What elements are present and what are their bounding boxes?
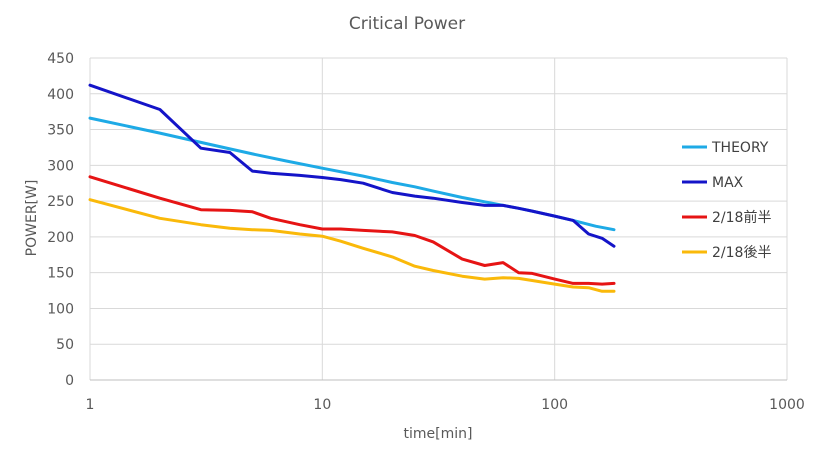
series-lines	[88, 83, 616, 293]
y-tick-label: 400	[47, 87, 74, 103]
grid	[89, 57, 788, 381]
legend: THEORY MAX 2/18前半 2/18後半	[682, 140, 771, 261]
chart-title: Critical Power	[349, 14, 465, 34]
legend-label: MAX	[712, 175, 744, 191]
y-tick-label: 100	[47, 301, 74, 317]
y-tick-label: 450	[47, 51, 74, 67]
x-tick-label: 1	[86, 397, 95, 413]
series-line-2	[88, 175, 616, 286]
x-axis-label: time[min]	[404, 426, 473, 442]
series-line-3	[88, 198, 616, 293]
x-tick-label: 1000	[769, 397, 805, 413]
y-tick-label: 350	[47, 123, 74, 139]
legend-label: 2/18後半	[712, 245, 771, 261]
y-tick-label: 300	[47, 158, 74, 174]
y-tick-label: 0	[65, 373, 74, 389]
legend-label: THEORY	[711, 140, 769, 156]
y-axis-label: POWER[W]	[24, 180, 40, 257]
y-tick-label: 150	[47, 266, 74, 282]
tick-labels: 0 50 100 150 200 250 300 350 400 450 1 10 100 1000	[47, 51, 805, 413]
series-line-1	[88, 83, 616, 248]
x-tick-label: 10	[313, 397, 331, 413]
y-tick-label: 50	[56, 337, 74, 353]
x-tick-label: 100	[541, 397, 568, 413]
y-tick-label: 200	[47, 230, 74, 246]
y-tick-label: 250	[47, 194, 74, 210]
legend-label: 2/18前半	[712, 209, 771, 226]
